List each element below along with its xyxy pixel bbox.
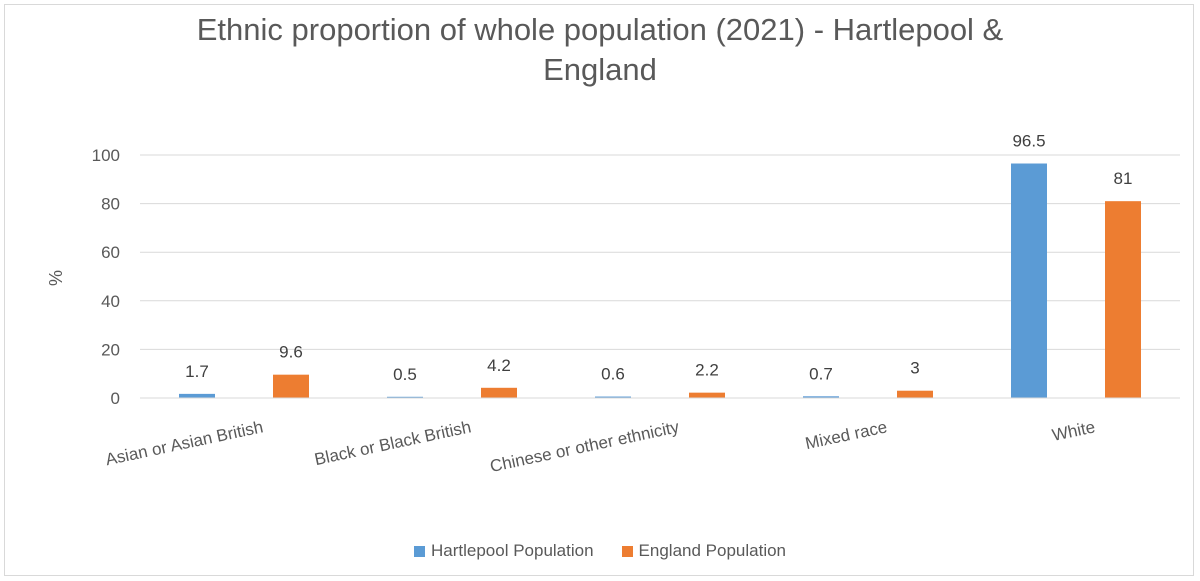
- y-tick-label: 60: [101, 243, 120, 262]
- data-label: 2.2: [695, 361, 719, 380]
- y-tick-label: 0: [111, 389, 120, 408]
- bar-hartlepool-1: [387, 396, 423, 398]
- grid-lines: [140, 154, 1180, 350]
- data-label: 0.5: [393, 365, 417, 384]
- bar-england-4: [1105, 201, 1141, 398]
- data-label: 96.5: [1012, 132, 1045, 151]
- y-tick-label: 20: [101, 340, 120, 359]
- bar-hartlepool-0: [179, 393, 215, 398]
- data-label: 1.7: [185, 362, 209, 381]
- data-label: 4.2: [487, 356, 511, 375]
- legend-entry-england: England Population: [621, 541, 787, 561]
- x-tick-label: Black or Black British: [313, 417, 473, 469]
- data-label: 0.6: [601, 365, 625, 384]
- data-label: 0.7: [809, 364, 833, 383]
- legend-entry-hartlepool: Hartlepool Population: [413, 541, 594, 561]
- x-tick-label: Chinese or other ethnicity: [488, 417, 681, 476]
- chart-frame: [4, 4, 1194, 576]
- data-label: 3: [910, 359, 919, 378]
- bar-hartlepool-4: [1011, 163, 1047, 398]
- legend-swatch: [621, 545, 633, 557]
- y-tick-label: 80: [101, 195, 120, 214]
- data-label: 81: [1114, 169, 1133, 188]
- legend-label: England Population: [638, 541, 787, 560]
- legend-swatch: [413, 545, 425, 557]
- legend: Hartlepool Population England Population: [0, 541, 1200, 561]
- bars: [179, 163, 1141, 398]
- x-tick-label: Mixed race: [804, 417, 889, 453]
- bar-hartlepool-3: [803, 396, 839, 398]
- data-labels: 1.7 9.6 0.5 4.2 0.6 2.2 0.7 3 96.5 81: [185, 132, 1132, 384]
- y-axis-ticks: 0 20 40 60 80 100: [92, 146, 120, 408]
- x-axis-ticks: Asian or Asian British Black or Black Bri…: [104, 417, 1097, 476]
- chart-title: Ethnic proportion of whole population (2…: [196, 12, 1004, 87]
- x-tick-label: Asian or Asian British: [104, 417, 265, 469]
- bar-england-3: [897, 390, 933, 398]
- data-label: 9.6: [279, 343, 303, 362]
- y-tick-label: 40: [101, 292, 120, 311]
- y-axis-label: %: [46, 270, 66, 286]
- bar-england-1: [481, 387, 517, 398]
- bar-hartlepool-2: [595, 396, 631, 398]
- bar-england-0: [273, 374, 309, 398]
- x-tick-label: White: [1050, 417, 1096, 445]
- y-tick-label: 100: [92, 146, 120, 165]
- bar-england-2: [689, 392, 725, 398]
- legend-label: Hartlepool Population: [430, 541, 594, 560]
